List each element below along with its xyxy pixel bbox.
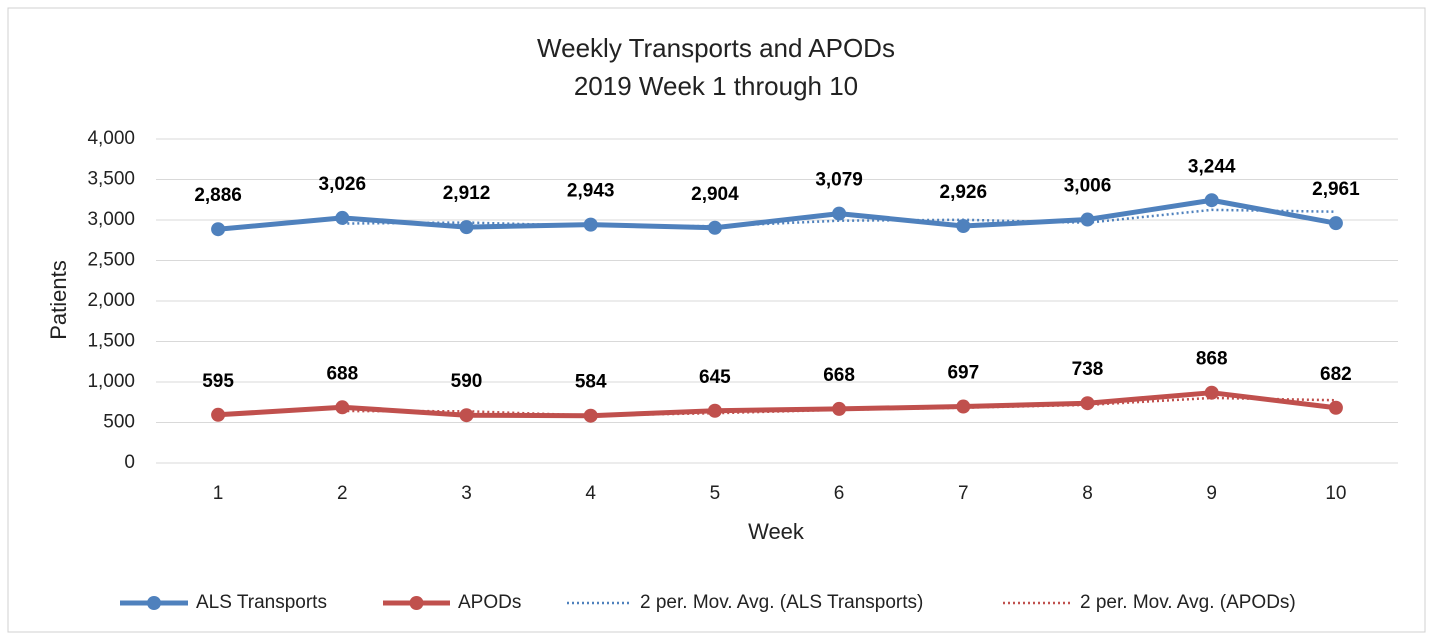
data-label: 3,006	[1064, 176, 1112, 197]
data-label: 738	[1072, 359, 1104, 380]
legend-label: ALS Transports	[196, 592, 327, 613]
point	[1080, 396, 1095, 411]
point	[707, 403, 722, 418]
data-label: 697	[947, 363, 979, 384]
point	[459, 408, 474, 423]
data-label: 2,886	[194, 185, 242, 206]
data-label: 595	[202, 371, 234, 392]
point	[211, 222, 226, 237]
x-tick-label: 1	[213, 483, 224, 504]
data-label: 2,961	[1312, 179, 1360, 200]
series-line	[342, 208, 1336, 228]
x-axis-label: Week	[748, 519, 805, 544]
x-tick-label: 2	[337, 483, 348, 504]
data-label: 590	[451, 371, 483, 392]
point	[583, 408, 598, 423]
data-label: 2,904	[691, 184, 739, 205]
point	[211, 407, 226, 422]
point	[1328, 216, 1343, 231]
data-label: 645	[699, 367, 731, 388]
point	[707, 220, 722, 235]
chart-subtitle: 2019 Week 1 through 10	[574, 71, 858, 101]
data-label: 868	[1196, 349, 1228, 370]
x-tick-label: 3	[461, 483, 472, 504]
x-tick-label: 9	[1206, 483, 1217, 504]
legend-marker	[147, 596, 161, 610]
y-tick-label: 0	[124, 452, 135, 473]
x-tick-label: 7	[958, 483, 969, 504]
chart-title: Weekly Transports and APODs	[537, 33, 895, 63]
data-label: 3,079	[815, 170, 863, 191]
point	[832, 206, 847, 221]
point	[956, 399, 971, 414]
data-label: 2,926	[940, 182, 988, 203]
legend-label: APODs	[458, 592, 521, 613]
x-tick-label: 8	[1082, 483, 1093, 504]
data-label: 3,026	[319, 174, 367, 195]
chart-border	[7, 7, 1426, 633]
point	[956, 218, 971, 233]
point	[459, 220, 474, 235]
x-tick-label: 6	[834, 483, 845, 504]
x-tick-label: 5	[710, 483, 721, 504]
y-tick-label: 3,000	[87, 209, 135, 230]
legend-marker	[409, 596, 424, 610]
point	[335, 400, 350, 415]
x-tick-label: 4	[585, 483, 596, 504]
data-label: 3,244	[1188, 156, 1236, 177]
y-tick-label: 1,000	[87, 371, 135, 392]
y-tick-label: 1,500	[87, 331, 135, 352]
y-tick-label: 500	[103, 412, 135, 433]
data-label: 668	[823, 365, 855, 386]
x-tick-label: 10	[1325, 483, 1346, 504]
series-line	[217, 390, 1337, 419]
point	[1204, 385, 1219, 400]
data-label: 2,912	[443, 183, 491, 204]
point	[1204, 193, 1219, 208]
point	[832, 401, 847, 416]
point	[1328, 400, 1343, 415]
data-label: 2,943	[567, 181, 615, 202]
point	[1080, 212, 1095, 227]
point	[583, 217, 598, 232]
series-line	[217, 197, 1337, 232]
data-label: 682	[1320, 364, 1352, 385]
data-label: 688	[326, 363, 358, 384]
legend-label: 2 per. Mov. Avg. (APODs)	[1080, 592, 1296, 613]
legend-label: 2 per. Mov. Avg. (ALS Transports)	[640, 592, 923, 613]
y-axis-label: Patients	[46, 260, 71, 340]
y-tick-label: 2,000	[87, 290, 135, 311]
data-label: 584	[575, 372, 607, 393]
y-tick-label: 2,500	[87, 250, 135, 271]
point	[335, 210, 350, 225]
y-tick-label: 3,500	[87, 169, 135, 190]
y-tick-label: 4,000	[87, 128, 135, 149]
